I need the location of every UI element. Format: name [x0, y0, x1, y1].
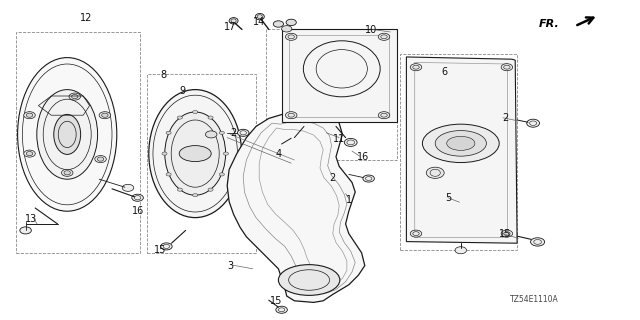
Ellipse shape [285, 33, 297, 40]
Ellipse shape [276, 306, 287, 313]
Ellipse shape [455, 247, 467, 254]
Text: 12: 12 [80, 12, 93, 23]
Ellipse shape [255, 13, 264, 20]
Text: 17: 17 [224, 22, 237, 32]
Ellipse shape [208, 116, 213, 119]
Text: 10: 10 [365, 25, 378, 36]
Ellipse shape [26, 152, 33, 156]
Ellipse shape [24, 150, 35, 157]
Bar [400, 54, 517, 250]
Text: 16: 16 [356, 152, 369, 162]
Ellipse shape [64, 171, 70, 175]
Ellipse shape [69, 93, 81, 100]
Bar [266, 29, 397, 160]
Polygon shape [406, 57, 517, 243]
Ellipse shape [527, 119, 540, 127]
Text: 2: 2 [230, 128, 237, 138]
Ellipse shape [282, 26, 292, 32]
Text: 15: 15 [270, 296, 283, 306]
Ellipse shape [95, 156, 106, 163]
Bar [147, 74, 256, 253]
Ellipse shape [165, 112, 226, 195]
Text: 15: 15 [154, 244, 166, 255]
Text: TZ54E1110A: TZ54E1110A [510, 295, 559, 304]
Ellipse shape [286, 19, 296, 26]
Polygon shape [227, 110, 365, 302]
Ellipse shape [501, 230, 513, 237]
Ellipse shape [20, 227, 31, 234]
Ellipse shape [122, 184, 134, 191]
Ellipse shape [220, 173, 225, 176]
Text: 3: 3 [227, 260, 234, 271]
Ellipse shape [193, 110, 198, 114]
Ellipse shape [410, 230, 422, 237]
Ellipse shape [378, 112, 390, 119]
Ellipse shape [426, 167, 444, 179]
Text: 16: 16 [131, 206, 144, 216]
Text: 1: 1 [346, 195, 352, 205]
Ellipse shape [132, 194, 143, 201]
Text: 15: 15 [499, 228, 512, 239]
Ellipse shape [97, 157, 104, 161]
Ellipse shape [229, 18, 238, 24]
Ellipse shape [166, 131, 171, 134]
Ellipse shape [54, 114, 81, 155]
Circle shape [435, 131, 486, 156]
Ellipse shape [220, 131, 225, 134]
Circle shape [179, 146, 211, 162]
Circle shape [278, 265, 340, 295]
Ellipse shape [205, 131, 217, 138]
Ellipse shape [378, 33, 390, 40]
Ellipse shape [72, 94, 78, 99]
Text: 5: 5 [445, 193, 451, 204]
Circle shape [447, 136, 475, 150]
Ellipse shape [193, 194, 198, 197]
Text: 11: 11 [333, 134, 346, 144]
Ellipse shape [177, 116, 182, 119]
Ellipse shape [61, 169, 73, 176]
Text: FR.: FR. [540, 19, 560, 29]
Text: 2: 2 [502, 113, 509, 124]
Circle shape [422, 124, 499, 163]
Ellipse shape [501, 64, 513, 71]
Ellipse shape [285, 112, 297, 119]
Ellipse shape [410, 64, 422, 71]
Ellipse shape [37, 90, 97, 179]
Ellipse shape [26, 113, 33, 117]
Ellipse shape [344, 139, 357, 147]
Text: 14: 14 [253, 17, 266, 27]
Ellipse shape [237, 129, 249, 136]
Text: 6: 6 [442, 67, 448, 77]
Text: 4: 4 [275, 148, 282, 159]
Ellipse shape [148, 90, 242, 218]
Bar [16, 32, 140, 253]
Ellipse shape [24, 112, 35, 119]
Ellipse shape [531, 238, 545, 246]
Ellipse shape [162, 152, 167, 155]
Ellipse shape [166, 173, 171, 176]
Ellipse shape [223, 152, 228, 155]
Text: 13: 13 [24, 214, 37, 224]
Ellipse shape [161, 243, 172, 250]
Polygon shape [282, 29, 397, 122]
Ellipse shape [99, 112, 111, 119]
Ellipse shape [273, 21, 284, 27]
Text: 8: 8 [160, 70, 166, 80]
Ellipse shape [102, 113, 108, 117]
Ellipse shape [177, 188, 182, 191]
Ellipse shape [363, 175, 374, 182]
Text: 9: 9 [179, 86, 186, 96]
Ellipse shape [208, 188, 213, 191]
Ellipse shape [18, 58, 117, 211]
Text: 2: 2 [330, 172, 336, 183]
